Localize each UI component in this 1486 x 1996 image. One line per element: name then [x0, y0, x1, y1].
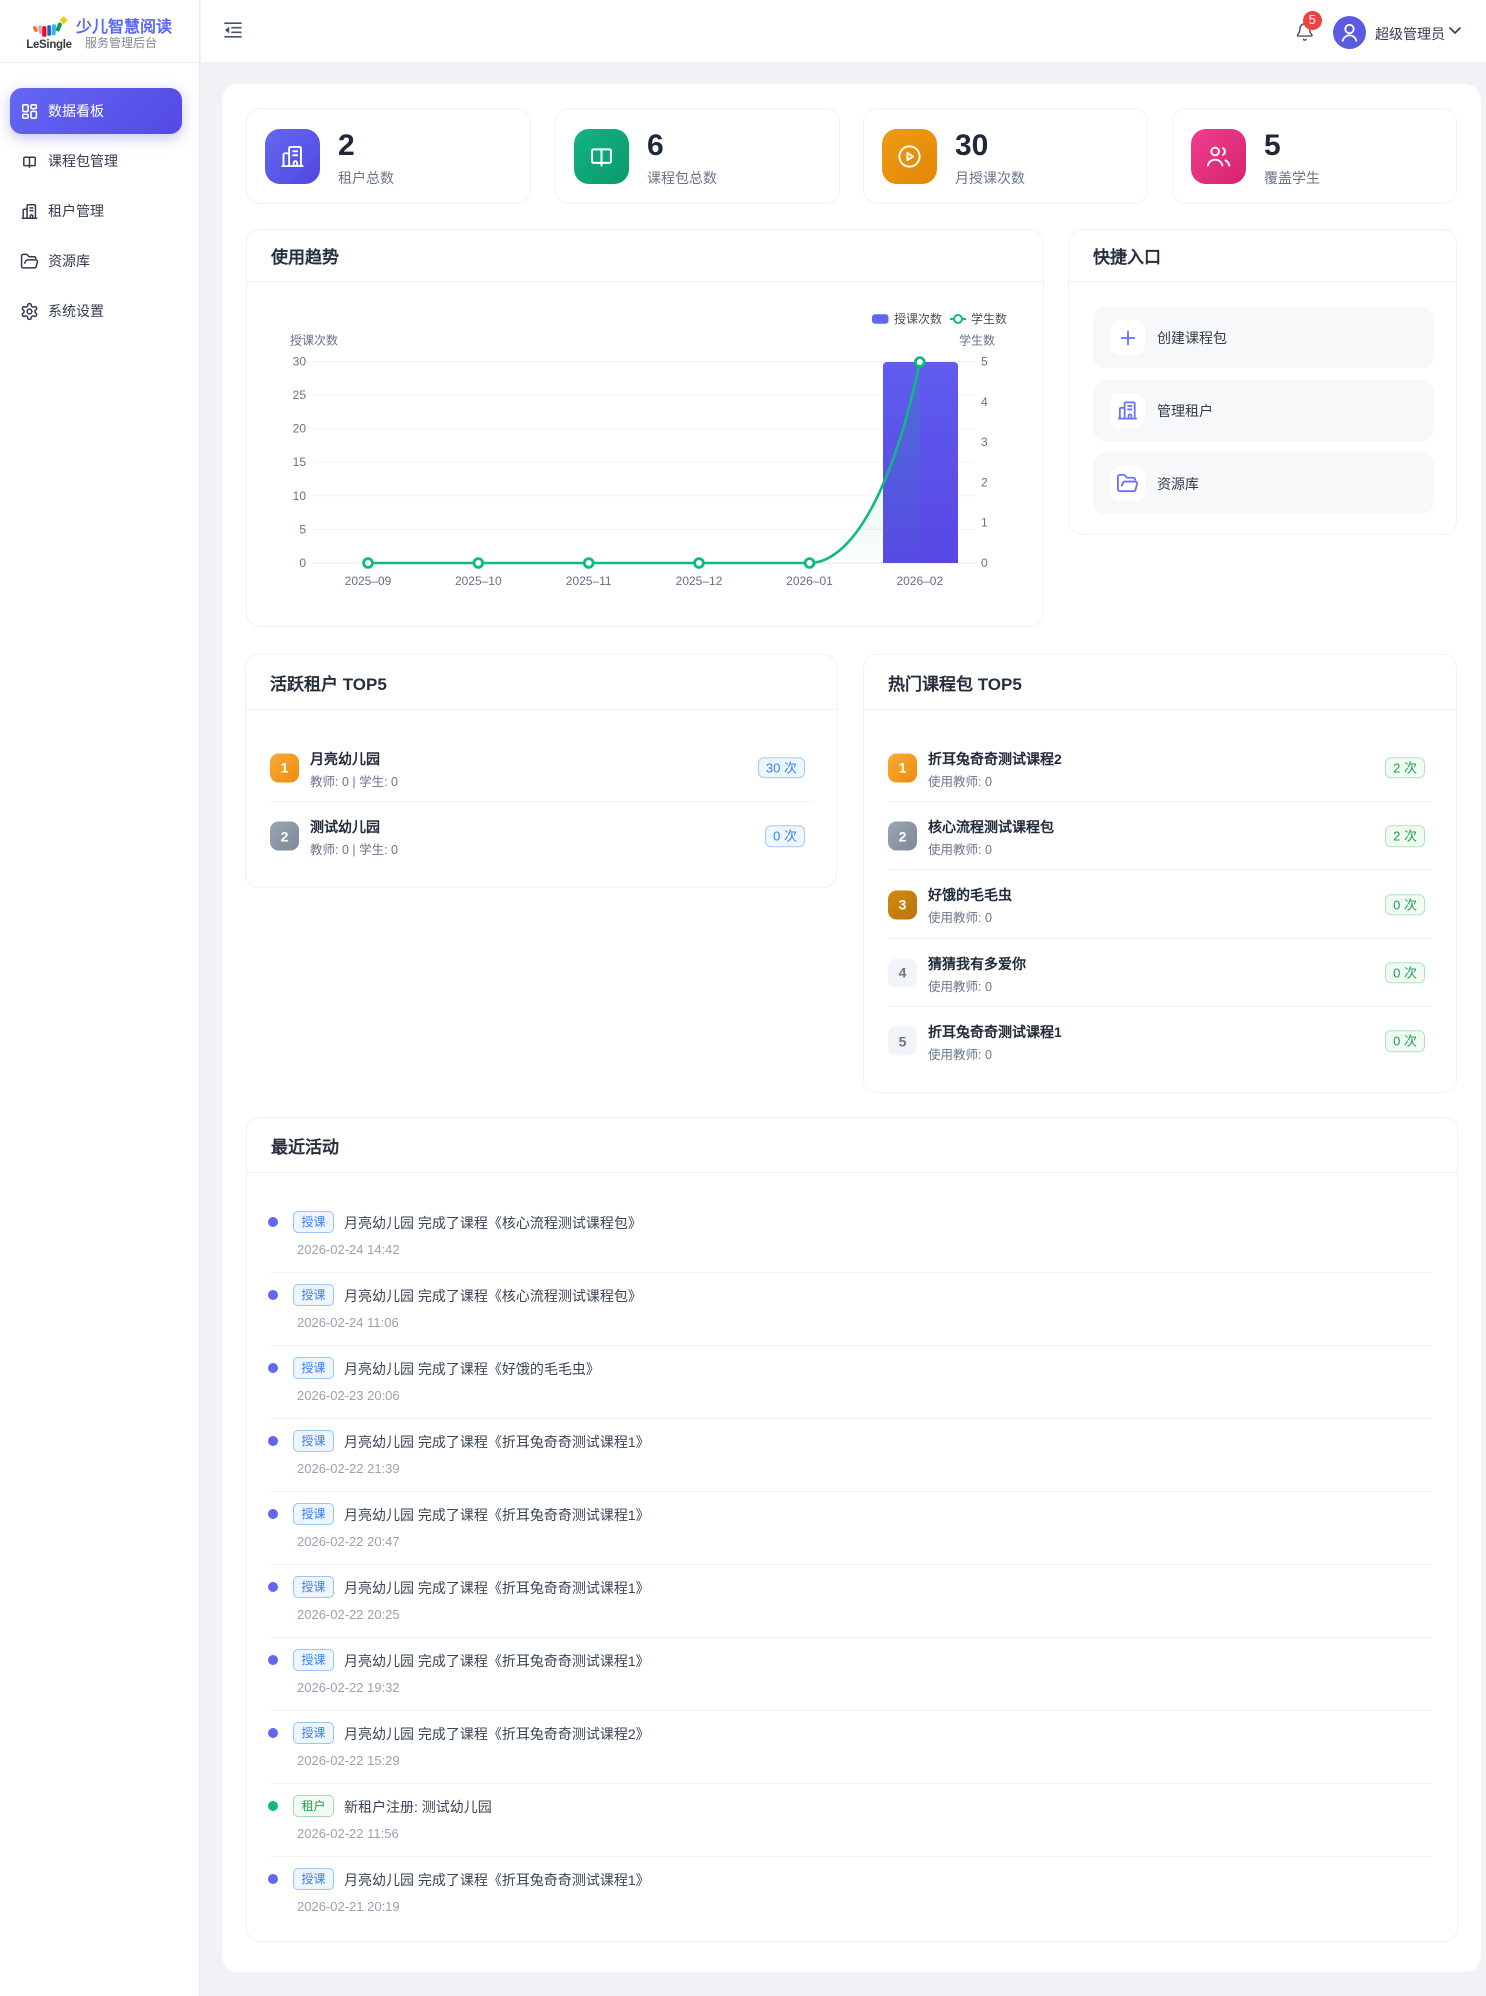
svg-text:2025–09: 2025–09 [345, 574, 392, 588]
svg-text:3: 3 [981, 435, 988, 449]
svg-text:2: 2 [981, 475, 988, 489]
svg-text:4: 4 [981, 395, 988, 409]
svg-text:1: 1 [981, 516, 988, 530]
svg-text:10: 10 [293, 489, 307, 503]
svg-text:授课次数: 授课次数 [894, 311, 942, 326]
svg-text:5: 5 [299, 522, 306, 536]
svg-text:25: 25 [293, 388, 307, 402]
svg-text:15: 15 [293, 455, 307, 469]
svg-text:2026–01: 2026–01 [786, 574, 833, 588]
svg-text:学生数: 学生数 [971, 311, 1007, 326]
svg-text:2025–12: 2025–12 [676, 574, 723, 588]
svg-text:2025–11: 2025–11 [566, 574, 612, 588]
svg-text:2026–02: 2026–02 [896, 574, 943, 588]
svg-text:2025–10: 2025–10 [455, 574, 502, 588]
svg-text:学生数: 学生数 [959, 333, 995, 348]
svg-text:授课次数: 授课次数 [290, 333, 338, 348]
svg-text:0: 0 [981, 556, 988, 570]
svg-text:30: 30 [293, 355, 307, 369]
svg-text:5: 5 [981, 355, 988, 369]
svg-text:20: 20 [293, 422, 307, 436]
svg-text:0: 0 [299, 556, 306, 570]
